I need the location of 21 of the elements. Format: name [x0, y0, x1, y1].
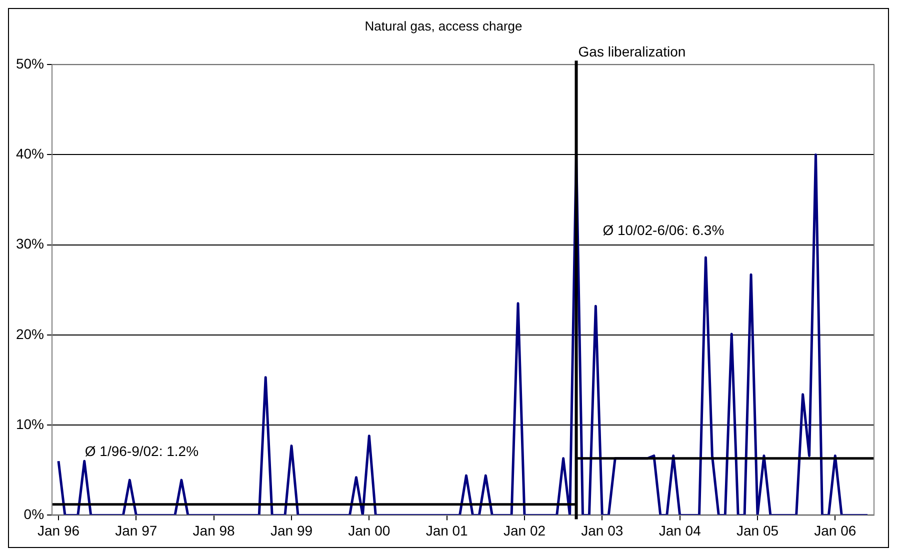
annotation: Ø 1/96-9/02: 1.2%	[84, 442, 199, 459]
y-tick-label: 10%	[16, 416, 44, 432]
y-tick-label: 20%	[16, 326, 44, 342]
x-tick-label: Jan 04	[658, 522, 702, 538]
chart-title: Natural gas, access charge	[364, 18, 522, 34]
x-tick-label: Jan 97	[115, 522, 158, 538]
x-tick-label: Jan 03	[581, 522, 624, 538]
x-tick-label: Jan 99	[270, 522, 313, 538]
y-tick-label: 0%	[24, 506, 44, 522]
x-tick-label: Jan 00	[348, 522, 390, 538]
annotation: Ø 10/02-6/06: 6.3%	[602, 222, 724, 238]
x-tick-label: Jan 98	[192, 522, 236, 538]
ref-line-label: Gas liberalization	[578, 43, 686, 60]
x-tick-label: Jan 05	[736, 522, 779, 538]
x-tick-label: Jan 02	[503, 522, 546, 538]
y-tick-label: 50%	[16, 55, 44, 72]
y-tick-label: 40%	[16, 146, 44, 162]
y-tick-label: 30%	[16, 236, 44, 252]
x-tick-label: Jan 06	[814, 522, 856, 538]
x-tick-label: Jan 01	[426, 522, 468, 538]
x-tick-label: Jan 96	[37, 522, 80, 538]
